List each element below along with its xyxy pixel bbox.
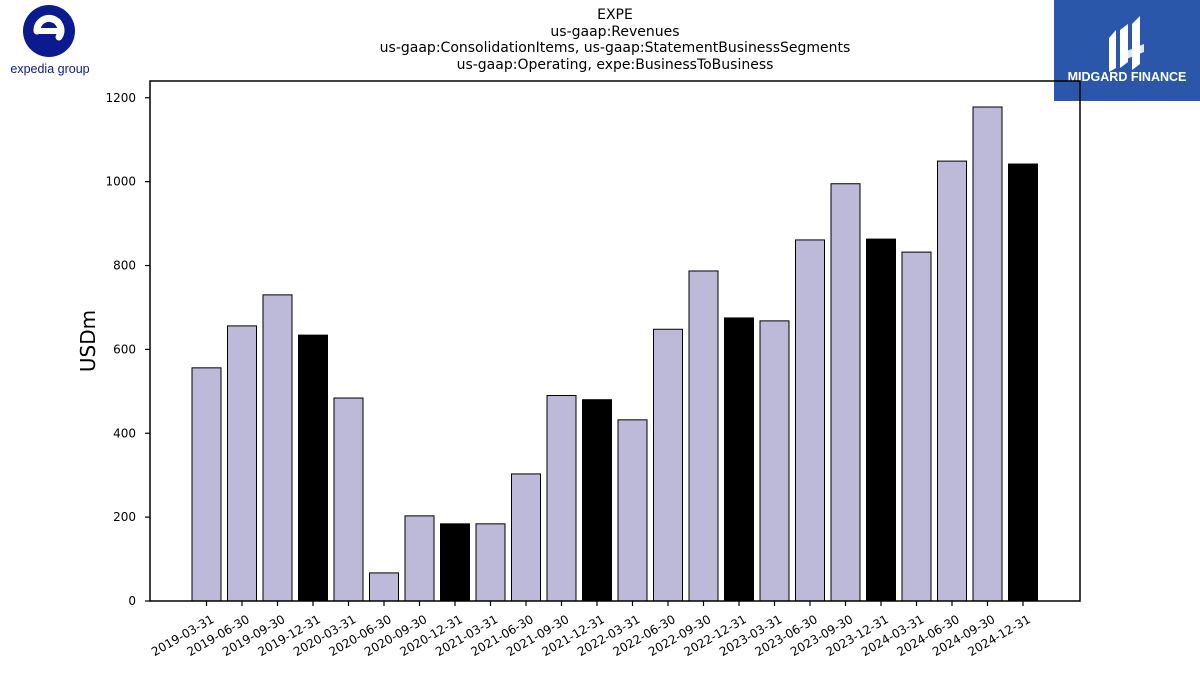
title-line-concept: us-gaap:Revenues — [550, 23, 680, 40]
bar-2023-06-30 — [795, 239, 825, 602]
bar-2020-06-30 — [369, 572, 399, 602]
y-tick-label-200: 200 — [113, 510, 136, 524]
bar-2024-03-31 — [901, 251, 932, 602]
y-tick-label-1200: 1200 — [105, 91, 136, 105]
bar-2019-09-30 — [262, 294, 293, 602]
y-axis-label: USDm — [76, 310, 100, 372]
title-line-members: us-gaap:Operating, expe:BusinessToBusine… — [456, 56, 774, 73]
bar-2022-12-31 — [724, 317, 754, 602]
bar-2021-09-30 — [546, 395, 577, 602]
midgard-finance-logo: MIDGARD FINANCE — [1054, 0, 1200, 101]
y-tick-label-1000: 1000 — [105, 175, 136, 189]
y-tick-label-800: 800 — [113, 259, 136, 273]
bar-2019-12-31 — [298, 334, 328, 602]
bar-2023-03-31 — [759, 320, 790, 602]
bar-2024-06-30 — [937, 160, 967, 602]
y-tick-label-400: 400 — [113, 426, 136, 440]
bar-2024-09-30 — [972, 106, 1003, 602]
title-line-axes: us-gaap:ConsolidationItems, us-gaap:Stat… — [379, 40, 851, 56]
title-line-ticker: EXPE — [597, 7, 633, 23]
bar-2020-12-31 — [440, 523, 470, 602]
bar-2022-03-31 — [617, 419, 648, 602]
bar-2021-12-31 — [582, 399, 612, 602]
y-tick-label-0: 0 — [128, 594, 136, 608]
bar-2024-12-31 — [1008, 163, 1038, 602]
bar-2020-03-31 — [333, 397, 364, 602]
bar-2023-12-31 — [866, 238, 896, 602]
bar-2021-06-30 — [511, 473, 541, 602]
bar-2023-09-30 — [830, 183, 861, 602]
bar-2022-06-30 — [653, 328, 683, 602]
bar-2019-06-30 — [227, 325, 257, 602]
y-tick-label-600: 600 — [113, 342, 136, 356]
plot-frame — [149, 80, 1081, 602]
bar-2021-03-31 — [475, 523, 506, 602]
bar-2022-09-30 — [688, 270, 719, 602]
bar-2019-03-31 — [191, 367, 222, 602]
bar-2020-09-30 — [404, 515, 435, 602]
chart-title: EXPE us-gaap:Revenues us-gaap:Consolidat… — [0, 7, 1200, 73]
expedia-group-logo: expedia group — [10, 5, 90, 76]
midgard-finance-logo-text: MIDGARD FINANCE — [1068, 70, 1187, 84]
expedia-group-logo-text: expedia group — [10, 62, 89, 76]
